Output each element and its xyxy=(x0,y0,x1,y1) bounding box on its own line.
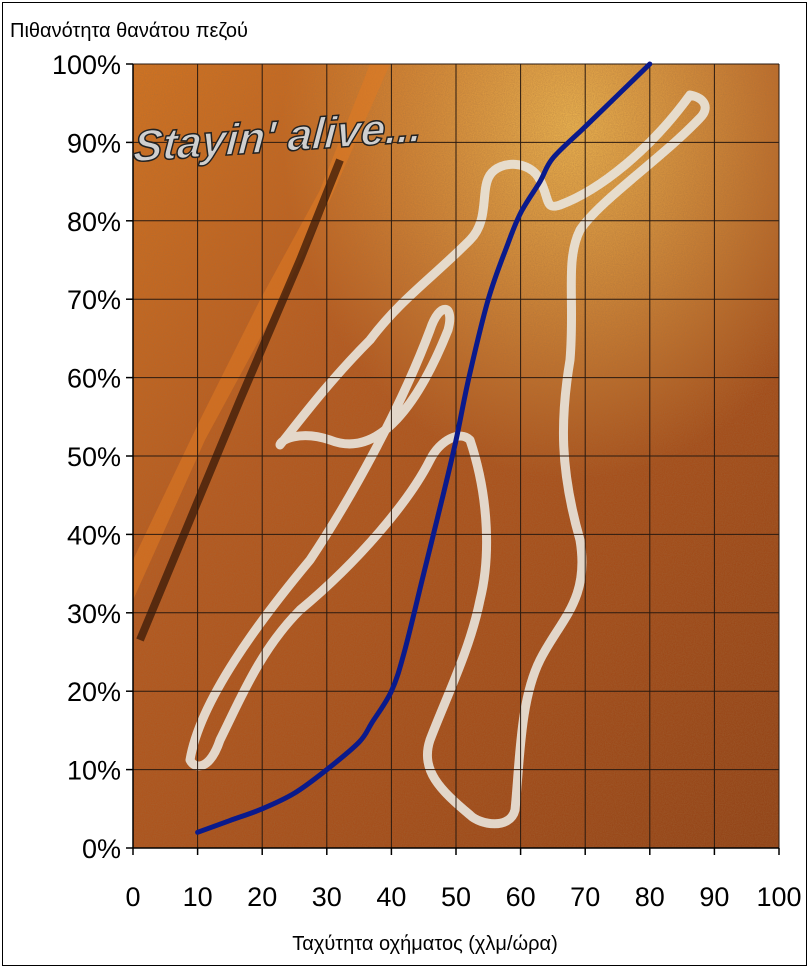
x-tick-label: 70 xyxy=(570,882,600,912)
y-tick-label: 50% xyxy=(67,442,121,472)
x-tick-label: 0 xyxy=(125,882,140,912)
y-axis-title: Πιθανότητα θανάτου πεζού xyxy=(10,20,248,42)
y-tick-label: 0% xyxy=(82,834,121,864)
x-axis-title: Ταχύτητα οχήματος (χλμ/ώρα) xyxy=(292,933,557,955)
x-tick-label: 40 xyxy=(376,882,406,912)
series-line xyxy=(195,61,653,835)
chalk-outline xyxy=(185,90,710,829)
x-tick-label: 10 xyxy=(183,882,213,912)
x-tick-label: 50 xyxy=(441,882,471,912)
y-tick-label: 10% xyxy=(67,756,121,786)
x-tick-label: 100 xyxy=(756,882,801,912)
y-tick-label: 80% xyxy=(67,207,121,237)
y-tick-label: 40% xyxy=(67,520,121,550)
y-tick-label: 100% xyxy=(52,50,121,80)
y-tick-label: 70% xyxy=(67,285,121,315)
axes xyxy=(126,63,780,855)
x-tick-label: 80 xyxy=(635,882,665,912)
x-tick-label: 20 xyxy=(247,882,277,912)
y-tick-label: 30% xyxy=(67,599,121,629)
y-tick-label: 90% xyxy=(67,128,121,158)
x-tick-label: 90 xyxy=(699,882,729,912)
x-tick-labels: 0 10 20 30 40 50 60 70 80 90 100 xyxy=(125,882,801,912)
series-group xyxy=(195,61,653,835)
y-tick-label: 60% xyxy=(67,364,121,394)
y-tick-labels: 0% 10% 20% 30% 40% 50% 60% 70% 80% 90% 100% xyxy=(52,50,121,864)
y-tick-label: 20% xyxy=(67,677,121,707)
x-tick-label: 30 xyxy=(312,882,342,912)
x-tick-label: 60 xyxy=(506,882,536,912)
